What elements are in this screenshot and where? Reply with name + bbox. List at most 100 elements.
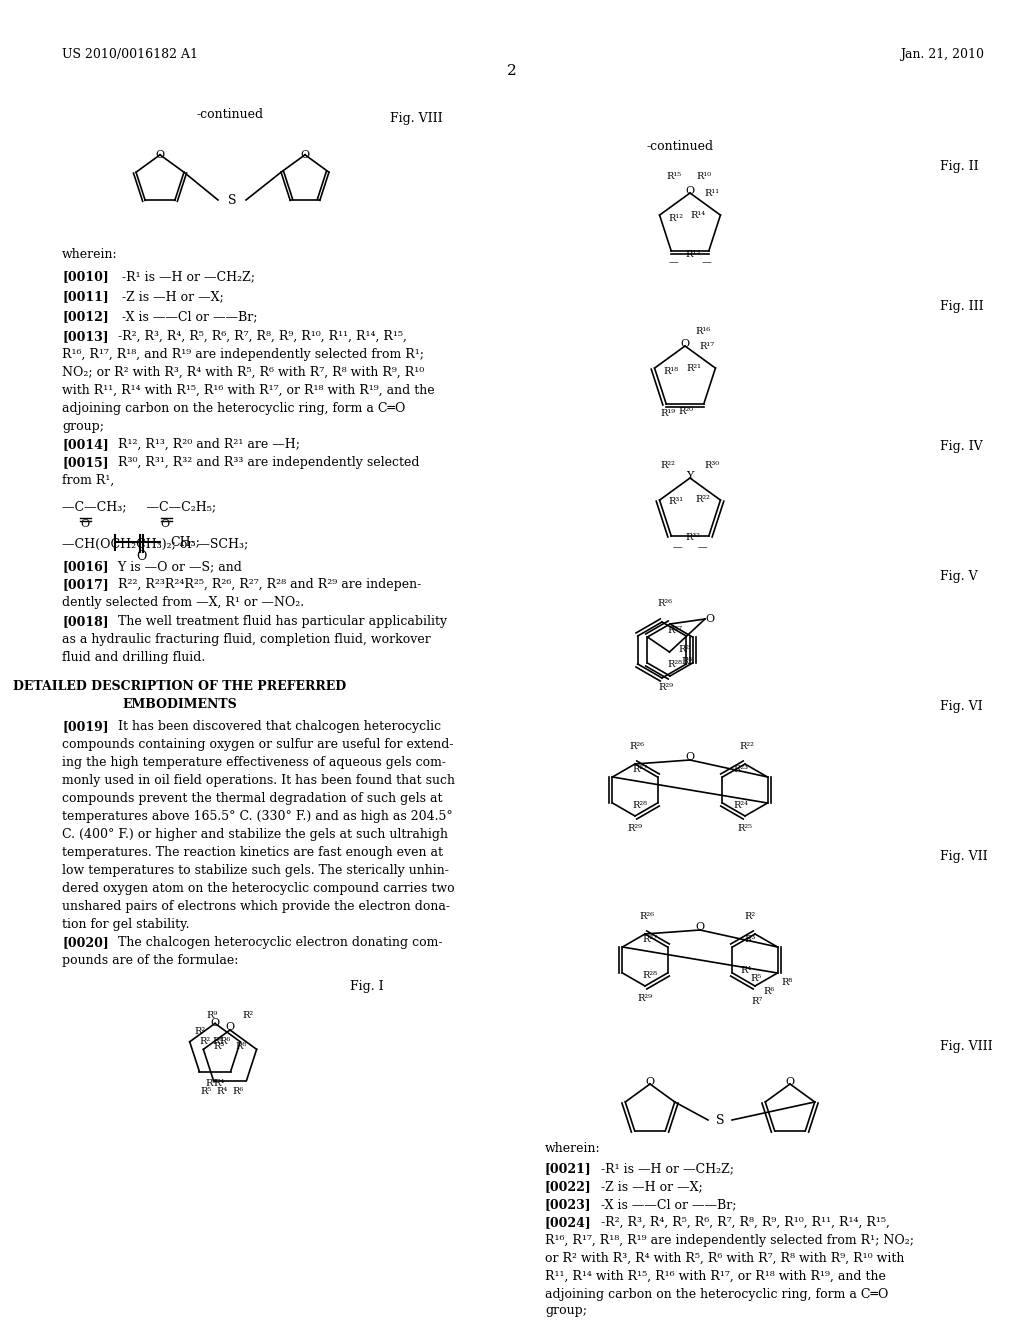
Text: R¹⁰: R¹⁰ <box>696 172 712 181</box>
Text: Fig. II: Fig. II <box>940 160 979 173</box>
Text: dered oxygen atom on the heterocyclic compound carries two: dered oxygen atom on the heterocyclic co… <box>62 882 455 895</box>
Text: O: O <box>785 1077 795 1086</box>
Text: O: O <box>225 1022 234 1032</box>
Text: R¹², R¹³, R²⁰ and R²¹ are —H;: R¹², R¹³, R²⁰ and R²¹ are —H; <box>114 438 300 451</box>
Text: [0016]: [0016] <box>62 560 109 573</box>
Text: R²³: R²³ <box>733 766 748 774</box>
Text: Fig. V: Fig. V <box>940 570 978 583</box>
Text: [0012]: [0012] <box>62 310 109 323</box>
Text: O: O <box>680 339 689 348</box>
Text: R⁶: R⁶ <box>763 987 775 997</box>
Text: [0018]: [0018] <box>62 615 109 628</box>
Text: R¹⁸: R¹⁸ <box>663 367 678 376</box>
Text: [0019]: [0019] <box>62 719 109 733</box>
Text: S: S <box>716 1114 724 1126</box>
Text: Fig. VIII: Fig. VIII <box>940 1040 992 1053</box>
Text: R²², R²³R²⁴R²⁵, R²⁶, R²⁷, R²⁸ and R²⁹ are indepen-: R²², R²³R²⁴R²⁵, R²⁶, R²⁷, R²⁸ and R²⁹ ar… <box>114 578 421 591</box>
Text: unshared pairs of electrons which provide the electron dona-: unshared pairs of electrons which provid… <box>62 900 450 913</box>
Text: O: O <box>300 149 309 160</box>
Text: R³²: R³² <box>685 533 700 543</box>
Text: -R¹ is —H or —CH₂Z;: -R¹ is —H or —CH₂Z; <box>114 271 255 282</box>
Text: R⁵: R⁵ <box>751 974 762 983</box>
Text: R³: R³ <box>744 935 756 944</box>
Text: R²⁰: R²⁰ <box>678 407 693 416</box>
Text: [0011]: [0011] <box>62 290 109 304</box>
Text: tion for gel stability.: tion for gel stability. <box>62 917 189 931</box>
Text: R²⁷: R²⁷ <box>632 766 647 774</box>
Text: O: O <box>685 186 694 195</box>
Text: Fig. III: Fig. III <box>940 300 984 313</box>
Text: R²: R² <box>195 1027 205 1036</box>
Text: [0023]: [0023] <box>545 1199 592 1210</box>
Text: R²⁶: R²⁶ <box>657 599 673 609</box>
Text: fluid and drilling fluid.: fluid and drilling fluid. <box>62 651 205 664</box>
Text: R²¹: R²¹ <box>686 364 701 374</box>
Text: R²: R² <box>243 1011 254 1020</box>
Text: wherein:: wherein: <box>62 248 118 261</box>
Text: [0017]: [0017] <box>62 578 109 591</box>
Text: Fig. IV: Fig. IV <box>940 440 983 453</box>
Text: R²⁸: R²⁸ <box>667 660 682 669</box>
Text: -continued: -continued <box>646 140 714 153</box>
Text: compounds containing oxygen or sulfur are useful for extend-: compounds containing oxygen or sulfur ar… <box>62 738 454 751</box>
Text: wherein:: wherein: <box>545 1142 601 1155</box>
Text: adjoining carbon on the heterocyclic ring, form a C═O: adjoining carbon on the heterocyclic rin… <box>545 1288 889 1302</box>
Text: O: O <box>706 614 715 624</box>
Text: [0010]: [0010] <box>62 271 109 282</box>
Text: O: O <box>136 550 146 564</box>
Text: ing the high temperature effectiveness of aqueous gels com-: ing the high temperature effectiveness o… <box>62 756 446 770</box>
Text: R²⁷: R²⁷ <box>642 935 657 944</box>
Text: R⁹: R⁹ <box>207 1011 218 1020</box>
Text: O: O <box>81 519 89 529</box>
Text: —: — <box>698 543 708 552</box>
Text: R³: R³ <box>214 1043 225 1051</box>
Text: The well treatment fluid has particular applicability: The well treatment fluid has particular … <box>114 615 447 628</box>
Text: R¹¹, R¹⁴ with R¹⁵, R¹⁶ with R¹⁷, or R¹⁸ with R¹⁹, and the: R¹¹, R¹⁴ with R¹⁵, R¹⁶ with R¹⁷, or R¹⁸ … <box>545 1270 886 1283</box>
Text: Fig. I: Fig. I <box>350 979 384 993</box>
Text: R²⁹: R²⁹ <box>658 682 674 692</box>
Text: -R², R³, R⁴, R⁵, R⁶, R⁷, R⁸, R⁹, R¹⁰, R¹¹, R¹⁴, R¹⁵,: -R², R³, R⁴, R⁵, R⁶, R⁷, R⁸, R⁹, R¹⁰, R¹… <box>597 1216 890 1229</box>
Text: —: — <box>673 543 682 552</box>
Text: -R², R³, R⁴, R⁵, R⁶, R⁷, R⁸, R⁹, R¹⁰, R¹¹, R¹⁴, R¹⁵,: -R², R³, R⁴, R⁵, R⁶, R⁷, R⁸, R⁹, R¹⁰, R¹… <box>114 330 407 343</box>
Text: group;: group; <box>62 420 104 433</box>
Text: monly used in oil field operations. It has been found that such: monly used in oil field operations. It h… <box>62 774 455 787</box>
Text: pounds are of the formulae:: pounds are of the formulae: <box>62 954 239 968</box>
Text: —C—CH₃;     —C—C₂H₅;: —C—CH₃; —C—C₂H₅; <box>62 500 216 513</box>
Text: R¹⁶, R¹⁷, R¹⁸, R¹⁹ are independently selected from R¹; NO₂;: R¹⁶, R¹⁷, R¹⁸, R¹⁹ are independently sel… <box>545 1234 914 1247</box>
Text: -X is ——Cl or ——Br;: -X is ——Cl or ——Br; <box>597 1199 736 1210</box>
Text: —: — <box>669 257 678 267</box>
Text: R²²: R²² <box>660 461 676 470</box>
Text: R²⁶: R²⁶ <box>630 742 644 751</box>
Text: group;: group; <box>545 1304 587 1317</box>
Text: dently selected from —X, R¹ or —NO₂.: dently selected from —X, R¹ or —NO₂. <box>62 597 304 609</box>
Text: with R¹¹, R¹⁴ with R¹⁵, R¹⁶ with R¹⁷, or R¹⁸ with R¹⁹, and the: with R¹¹, R¹⁴ with R¹⁵, R¹⁶ with R¹⁷, or… <box>62 384 434 397</box>
Text: R⁴: R⁴ <box>740 966 752 975</box>
Text: Fig. VII: Fig. VII <box>940 850 987 863</box>
Text: R²⁶: R²⁶ <box>639 912 654 921</box>
Text: [0013]: [0013] <box>62 330 109 343</box>
Text: R²⁵: R²⁵ <box>737 824 753 833</box>
Text: -Z is —H or —X;: -Z is —H or —X; <box>597 1180 702 1193</box>
Text: -continued: -continued <box>197 108 263 121</box>
Text: temperatures above 165.5° C. (330° F.) and as high as 204.5°: temperatures above 165.5° C. (330° F.) a… <box>62 810 453 822</box>
Text: R¹³: R¹³ <box>685 249 700 259</box>
Text: C. (400° F.) or higher and stabilize the gels at such ultrahigh: C. (400° F.) or higher and stabilize the… <box>62 828 449 841</box>
Text: [0015]: [0015] <box>62 455 109 469</box>
Text: R²: R² <box>199 1038 210 1047</box>
Text: -X is ——Cl or ——Br;: -X is ——Cl or ——Br; <box>114 310 257 323</box>
Text: R¹¹: R¹¹ <box>705 189 720 198</box>
Text: R¹⁶, R¹⁷, R¹⁸, and R¹⁹ are independently selected from R¹;: R¹⁶, R¹⁷, R¹⁸, and R¹⁹ are independently… <box>62 348 424 360</box>
Text: from R¹,: from R¹, <box>62 474 115 487</box>
Text: R³: R³ <box>682 657 693 667</box>
Text: US 2010/0016182 A1: US 2010/0016182 A1 <box>62 48 198 61</box>
Text: Y is —O or —S; and: Y is —O or —S; and <box>114 560 242 573</box>
Text: R²: R² <box>678 645 689 653</box>
Text: R⁸: R⁸ <box>782 978 794 987</box>
Text: Fig. VIII: Fig. VIII <box>390 112 442 125</box>
Text: O: O <box>645 1077 654 1086</box>
Text: or R² with R³, R⁴ with R⁵, R⁶ with R⁷, R⁸ with R⁹, R¹⁰ with: or R² with R³, R⁴ with R⁵, R⁶ with R⁷, R… <box>545 1251 904 1265</box>
Text: R³⁰, R³¹, R³² and R³³ are independently selected: R³⁰, R³¹, R³² and R³³ are independently … <box>114 455 420 469</box>
Text: R²²: R²² <box>739 742 755 751</box>
Text: [0024]: [0024] <box>545 1216 592 1229</box>
Text: [0021]: [0021] <box>545 1162 592 1175</box>
